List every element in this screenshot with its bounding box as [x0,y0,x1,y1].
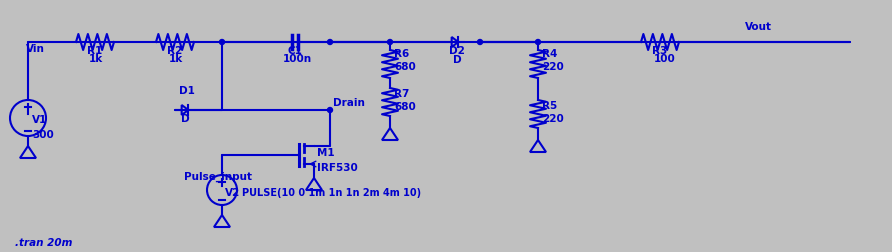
Text: .tran 20m: .tran 20m [15,238,72,248]
Text: V2: V2 [225,188,240,198]
Text: Pulse_input: Pulse_input [184,172,252,182]
Text: R6: R6 [394,49,409,59]
Text: R7: R7 [394,89,409,99]
Text: 100n: 100n [283,54,312,64]
Text: D: D [181,114,190,124]
Circle shape [327,108,333,112]
Text: PULSE(10 0 1m 1n 1n 2m 4m 10): PULSE(10 0 1m 1n 1n 2m 4m 10) [242,188,421,198]
Text: R5: R5 [542,101,558,111]
Text: R2: R2 [167,46,182,56]
Text: 680: 680 [394,62,416,72]
Text: 680: 680 [394,102,416,112]
Text: 1k: 1k [169,54,183,64]
Text: D2: D2 [449,46,465,56]
Text: Vin: Vin [26,44,45,54]
Text: R1: R1 [87,46,103,56]
Text: 220: 220 [542,114,564,124]
Text: D1: D1 [179,86,194,96]
Text: 1k: 1k [89,54,103,64]
Circle shape [327,40,333,45]
Circle shape [219,40,225,45]
Circle shape [477,40,483,45]
Circle shape [387,40,392,45]
Text: R3: R3 [652,46,667,56]
Text: IRF530: IRF530 [317,163,358,173]
Text: Vout: Vout [745,22,772,32]
Text: 220: 220 [542,62,564,72]
Text: Drain: Drain [333,98,365,108]
Text: D: D [453,55,462,65]
Text: R4: R4 [542,49,558,59]
Text: 300: 300 [32,130,54,140]
Text: C1: C1 [287,46,301,56]
Text: V1: V1 [32,115,47,125]
Text: 100: 100 [654,54,676,64]
Text: M1: M1 [317,148,334,158]
Circle shape [535,40,541,45]
